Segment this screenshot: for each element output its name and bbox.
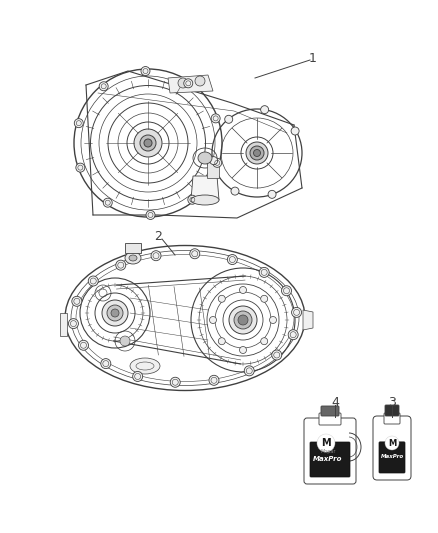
FancyBboxPatch shape [321,406,339,416]
Circle shape [261,338,268,345]
Circle shape [317,434,335,452]
Circle shape [288,330,298,340]
Circle shape [111,309,119,317]
FancyBboxPatch shape [319,413,341,425]
Ellipse shape [130,358,160,374]
Circle shape [190,249,200,259]
Circle shape [146,211,155,220]
Ellipse shape [191,195,219,205]
Circle shape [188,195,197,204]
Text: 4: 4 [331,397,339,409]
Polygon shape [207,160,219,178]
Circle shape [170,377,180,387]
Circle shape [151,251,161,261]
Ellipse shape [140,135,156,151]
Circle shape [240,287,247,294]
Circle shape [78,340,88,350]
Circle shape [116,260,126,270]
Circle shape [272,350,282,360]
Circle shape [72,296,82,306]
Circle shape [218,295,225,302]
Circle shape [231,187,239,195]
Text: 1: 1 [309,52,317,64]
FancyBboxPatch shape [373,416,411,480]
Circle shape [178,78,188,88]
Circle shape [269,317,276,324]
Text: MaxPro: MaxPro [313,456,343,462]
Circle shape [282,286,292,296]
Circle shape [195,76,205,86]
Circle shape [259,268,269,277]
Circle shape [74,119,83,128]
FancyBboxPatch shape [384,413,400,424]
Polygon shape [60,313,67,336]
Ellipse shape [134,129,162,157]
Circle shape [244,366,254,376]
Circle shape [268,190,276,198]
Polygon shape [191,176,219,200]
Circle shape [234,311,252,329]
Text: MaxPro: MaxPro [381,454,403,458]
Circle shape [184,79,193,88]
Text: M: M [321,438,331,448]
Circle shape [209,375,219,385]
Circle shape [102,300,128,326]
Polygon shape [125,243,141,253]
Circle shape [291,127,299,135]
Circle shape [240,346,247,353]
Ellipse shape [250,146,264,160]
Circle shape [99,82,108,91]
Circle shape [261,295,268,302]
Ellipse shape [129,255,137,261]
Circle shape [238,315,248,325]
Circle shape [133,372,143,382]
Circle shape [211,114,220,123]
Circle shape [76,163,85,172]
Ellipse shape [246,142,268,164]
Text: 3: 3 [388,397,396,409]
FancyBboxPatch shape [385,405,399,416]
Ellipse shape [254,149,261,157]
Circle shape [227,255,237,264]
Circle shape [213,158,222,167]
Circle shape [68,319,78,329]
Text: M: M [388,439,396,448]
Circle shape [209,317,216,324]
Circle shape [101,359,111,369]
Text: Mopar: Mopar [320,449,336,455]
Circle shape [292,308,302,317]
Circle shape [103,198,112,207]
Ellipse shape [198,152,212,164]
Circle shape [225,115,233,123]
FancyBboxPatch shape [379,442,405,473]
Polygon shape [168,75,213,93]
Polygon shape [303,310,313,330]
Text: 2: 2 [154,230,162,243]
Circle shape [261,106,268,114]
Ellipse shape [125,252,141,264]
Ellipse shape [144,139,152,147]
FancyBboxPatch shape [304,418,356,484]
Circle shape [210,157,218,165]
Circle shape [141,67,150,76]
FancyBboxPatch shape [310,442,350,477]
Circle shape [229,306,257,334]
Circle shape [107,305,123,321]
Circle shape [88,276,98,286]
Circle shape [385,436,399,450]
Circle shape [218,338,225,345]
Circle shape [120,336,130,346]
